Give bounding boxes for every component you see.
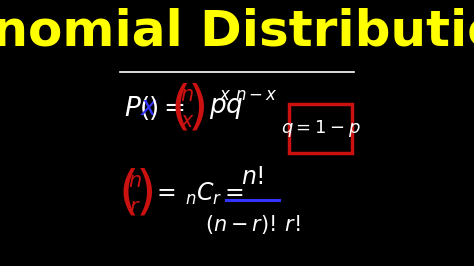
Text: $(n-r)!\, r!$: $(n-r)!\, r!$	[205, 213, 300, 236]
Text: $n$: $n$	[181, 85, 194, 105]
Text: Binomial Distribution: Binomial Distribution	[0, 7, 474, 56]
Text: $x$: $x$	[180, 111, 195, 131]
Text: $n!$: $n!$	[241, 165, 264, 189]
Text: $x$: $x$	[219, 86, 231, 104]
Text: $P($: $P($	[124, 94, 150, 122]
Text: $= \, _nC_r =$: $= \, _nC_r =$	[152, 181, 244, 207]
Text: $q = 1-p$: $q = 1-p$	[281, 118, 360, 139]
Text: $p$: $p$	[210, 95, 227, 121]
Text: $n$: $n$	[128, 171, 142, 191]
Text: $($: $($	[170, 82, 188, 134]
Text: $r$: $r$	[129, 197, 141, 217]
Text: $x$: $x$	[140, 95, 159, 121]
Text: $)$: $)$	[187, 82, 205, 134]
Text: $q$: $q$	[226, 95, 243, 121]
FancyBboxPatch shape	[289, 104, 352, 153]
Text: $) =$: $) =$	[148, 94, 184, 122]
Text: $)$: $)$	[135, 168, 153, 220]
Text: $n-x$: $n-x$	[235, 86, 278, 104]
Text: $($: $($	[118, 168, 136, 220]
